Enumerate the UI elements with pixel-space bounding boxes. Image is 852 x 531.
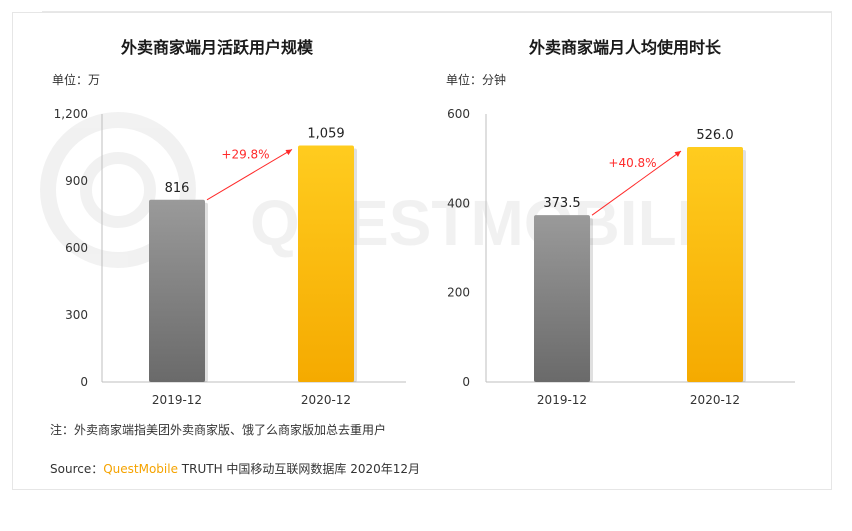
y-tick-label: 0 — [80, 375, 88, 389]
source-brand: QuestMobile — [103, 462, 178, 476]
chart1-unit-label: 单位：万 — [52, 72, 100, 87]
watermark: QUESTMOBILE — [40, 112, 719, 268]
y-tick-label: 600 — [65, 241, 88, 255]
chart2-unit-label: 单位：分钟 — [446, 72, 506, 87]
growth-arrow — [206, 149, 293, 201]
bar-2019-12 — [149, 199, 205, 382]
growth-label: +40.8% — [608, 156, 656, 170]
chart2-plot: 0 200 400 600 373.5 2019-12 526.0 2020-12 +40.8% — [447, 107, 795, 407]
bar-2020-12 — [298, 145, 354, 382]
growth-label: +29.8% — [221, 148, 269, 162]
source-rest: TRUTH 中国移动互联网数据库 2020年12月 — [177, 462, 421, 476]
y-tick-label: 900 — [65, 174, 88, 188]
y-tick-label: 0 — [462, 375, 470, 389]
bar-2019-12 — [534, 215, 590, 382]
x-tick-label: 2019-12 — [537, 393, 587, 407]
bar-2020-12 — [687, 147, 743, 382]
data-label: 373.5 — [543, 196, 580, 211]
data-label: 1,059 — [307, 126, 344, 141]
x-tick-label: 2020-12 — [690, 393, 740, 407]
top-divider — [42, 0, 832, 12]
data-label: 526.0 — [696, 128, 733, 143]
y-tick-label: 400 — [447, 196, 470, 210]
growth-arrow — [591, 150, 682, 216]
source-line: Source：QuestMobile TRUTH 中国移动互联网数据库 2020… — [50, 460, 420, 477]
y-tick-label: 300 — [65, 308, 88, 322]
x-tick-label: 2019-12 — [152, 393, 202, 407]
y-tick-label: 600 — [447, 107, 470, 121]
x-tick-label: 2020-12 — [301, 393, 351, 407]
footnote: 注：外卖商家端指美团外卖商家版、饿了么商家版加总去重用户 — [50, 423, 387, 437]
source-prefix: Source： — [50, 462, 104, 476]
y-tick-label: 200 — [447, 286, 470, 300]
data-label: 816 — [165, 181, 190, 196]
chart1-plot: 0 300 600 900 1,200 816 2019-12 1,059 2020-12 +29… — [54, 107, 406, 407]
y-tick-label: 1,200 — [54, 107, 88, 121]
chart2-title: 外卖商家端月人均使用时长 — [528, 38, 722, 57]
chart1-title: 外卖商家端月活跃用户规模 — [120, 38, 314, 57]
